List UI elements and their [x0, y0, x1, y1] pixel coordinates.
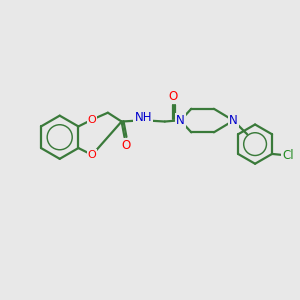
Text: NH: NH: [134, 111, 152, 124]
Text: O: O: [121, 139, 130, 152]
Text: O: O: [88, 115, 97, 124]
Text: N: N: [176, 114, 185, 127]
Text: O: O: [168, 91, 177, 103]
Text: O: O: [88, 150, 97, 160]
Text: Cl: Cl: [282, 149, 294, 162]
Text: N: N: [229, 114, 238, 127]
